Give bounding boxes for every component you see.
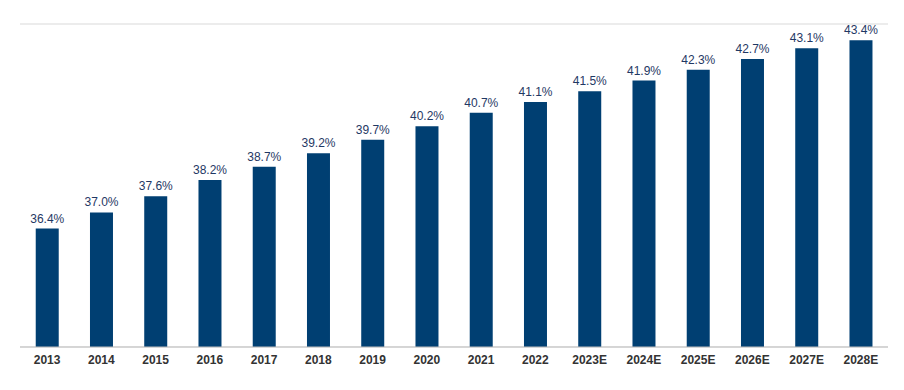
svg-text:2025E: 2025E: [681, 353, 716, 367]
svg-text:37.0%: 37.0%: [84, 195, 118, 209]
svg-text:37.6%: 37.6%: [139, 179, 173, 193]
svg-text:2017: 2017: [251, 353, 278, 367]
svg-text:39.7%: 39.7%: [356, 123, 390, 137]
svg-text:2015: 2015: [142, 353, 169, 367]
svg-text:2028E: 2028E: [844, 353, 879, 367]
svg-text:42.3%: 42.3%: [681, 53, 715, 67]
svg-text:36.4%: 36.4%: [30, 212, 64, 226]
svg-text:40.7%: 40.7%: [464, 96, 498, 110]
svg-text:41.1%: 41.1%: [518, 85, 552, 99]
svg-text:41.9%: 41.9%: [627, 64, 661, 78]
svg-text:2021: 2021: [468, 353, 495, 367]
svg-text:41.5%: 41.5%: [573, 74, 607, 88]
svg-text:43.1%: 43.1%: [790, 31, 824, 45]
svg-text:2020: 2020: [414, 353, 441, 367]
svg-text:38.2%: 38.2%: [193, 163, 227, 177]
svg-text:2027E: 2027E: [789, 353, 824, 367]
svg-text:2022: 2022: [522, 353, 549, 367]
svg-text:2013: 2013: [34, 353, 61, 367]
svg-text:2014: 2014: [88, 353, 115, 367]
svg-text:2016: 2016: [197, 353, 224, 367]
svg-text:2026E: 2026E: [735, 353, 770, 367]
svg-text:2018: 2018: [305, 353, 332, 367]
svg-text:42.7%: 42.7%: [735, 42, 769, 56]
svg-text:38.7%: 38.7%: [247, 150, 281, 164]
svg-text:2023E: 2023E: [572, 353, 607, 367]
svg-text:40.2%: 40.2%: [410, 109, 444, 123]
svg-text:2019: 2019: [359, 353, 386, 367]
svg-text:39.2%: 39.2%: [301, 136, 335, 150]
svg-text:2024E: 2024E: [627, 353, 662, 367]
svg-text:43.4%: 43.4%: [844, 23, 878, 37]
